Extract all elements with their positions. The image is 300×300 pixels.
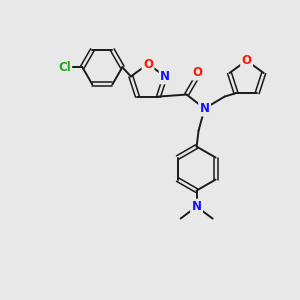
Text: O: O (143, 58, 153, 70)
Text: O: O (242, 54, 252, 67)
Text: Cl: Cl (58, 61, 71, 74)
Text: N: N (160, 70, 170, 83)
Text: O: O (193, 66, 202, 79)
Text: N: N (200, 102, 210, 115)
Text: N: N (192, 200, 202, 213)
